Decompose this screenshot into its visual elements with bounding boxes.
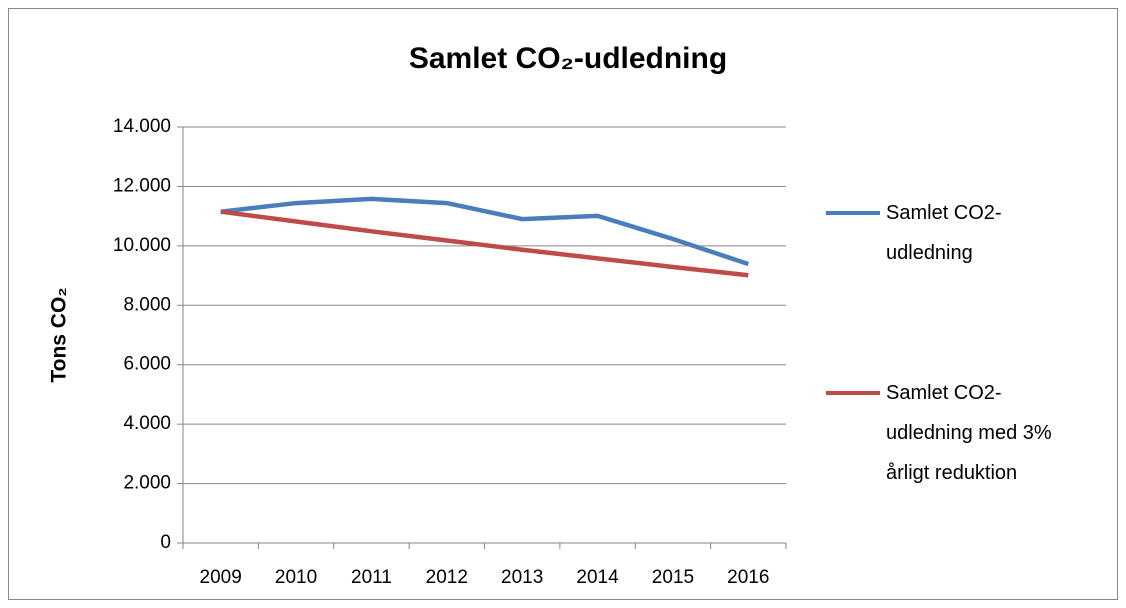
x-tick-label: 2010 — [275, 567, 317, 588]
y-axis-label: Tons CO₂ — [48, 287, 71, 382]
legend-swatch — [826, 211, 880, 215]
chart-border — [8, 8, 1118, 600]
legend-label: Samlet CO2-udledning med 3% årligt reduk… — [886, 382, 1052, 484]
y-tick-label: 12.000 — [113, 175, 171, 196]
x-tick-label: 2011 — [351, 567, 392, 588]
x-tick-label: 2014 — [576, 567, 619, 588]
y-tick-label: 2.000 — [123, 473, 171, 494]
legend-swatch — [826, 391, 880, 395]
legend-item: Samlet CO2-udledning — [826, 193, 1071, 273]
x-tick-label: 2009 — [200, 567, 242, 588]
y-tick-label: 6.000 — [123, 354, 171, 375]
series-line — [220, 196, 750, 267]
x-tick-label: 2013 — [501, 567, 543, 588]
y-tick-label: 14.000 — [113, 116, 171, 137]
series-line — [220, 209, 749, 278]
legend-item: Samlet CO2-udledning med 3% årligt reduk… — [826, 373, 1071, 493]
x-tick-label: 2015 — [652, 567, 694, 588]
y-tick-label: 8.000 — [123, 294, 171, 315]
chart-title: Samlet CO₂-udledning — [409, 42, 727, 75]
y-tick-label: 4.000 — [123, 413, 171, 434]
y-tick-label: 10.000 — [113, 235, 171, 256]
legend-label: Samlet CO2-udledning — [886, 202, 1002, 264]
x-tick-label: 2012 — [426, 567, 468, 588]
y-tick-label: 0 — [160, 532, 171, 553]
x-tick-label: 2016 — [727, 567, 769, 588]
